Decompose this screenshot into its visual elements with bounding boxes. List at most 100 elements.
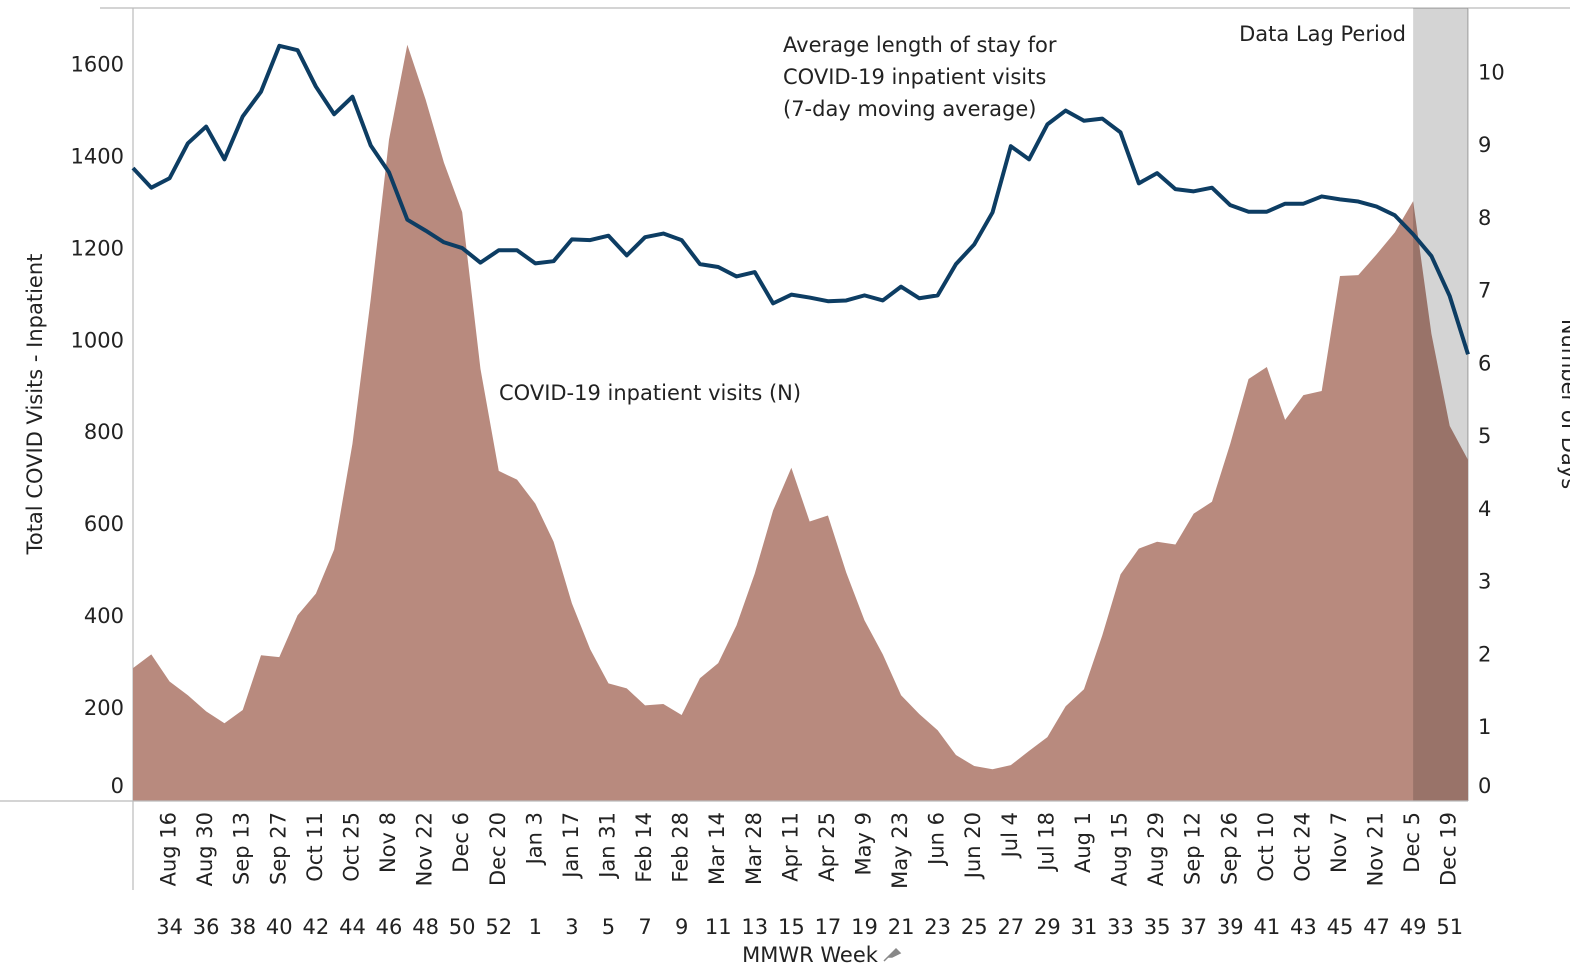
week-label: 13 [741,915,768,939]
x-tick-label: Oct 24 [1290,812,1314,882]
x-tick-label: Nov 22 [413,812,437,886]
x-tick-label: Aug 16 [157,812,181,886]
week-label: 17 [815,915,842,939]
y2-tick-label: 4 [1478,497,1491,521]
x-tick-label: Dec 5 [1400,812,1424,873]
week-label: 1 [529,915,542,939]
y2-tick-label: 9 [1478,133,1491,157]
x-tick-label: Jul 4 [998,812,1022,859]
y2-tick-label: 6 [1478,351,1491,375]
y-tick-label: 1200 [71,236,124,260]
x-axis-title: MMWR Week [742,943,879,966]
week-label: 23 [924,915,951,939]
x-tick-label: May 9 [852,812,876,875]
x-tick-label: Sep 27 [266,812,290,885]
week-label: 35 [1144,915,1171,939]
data-lag-label: Data Lag Period [1239,22,1406,46]
week-label: 5 [602,915,615,939]
x-tick-label: Jan 31 [595,812,619,880]
x-tick-label: Feb 14 [632,812,656,883]
week-label: 51 [1436,915,1463,939]
x-tick-label: Dec 19 [1437,812,1461,886]
week-label: 52 [485,915,512,939]
week-label: 45 [1327,915,1354,939]
series-annotation: COVID-19 inpatient visits (N) [499,381,801,405]
week-label: 19 [851,915,878,939]
week-label: 25 [961,915,988,939]
x-tick-label: Sep 13 [230,812,254,885]
x-tick-label: Nov 21 [1364,812,1388,886]
week-label: 42 [303,915,330,939]
week-label: 46 [376,915,403,939]
week-label: 44 [339,915,366,939]
series-annotation: Average length of stay for [783,33,1057,57]
x-tick-label: Jun 6 [925,812,949,867]
x-tick-label: Apr 25 [815,812,839,882]
x-tick-label: May 23 [888,812,912,889]
y-tick-label: 1600 [71,52,124,76]
x-tick-label: Feb 28 [669,812,693,883]
x-tick-label: Mar 14 [705,812,729,885]
week-label: 33 [1107,915,1134,939]
data-lag-shade [1413,8,1468,801]
week-label: 43 [1290,915,1317,939]
x-tick-label: Oct 25 [339,812,363,882]
x-tick-label: Jul 18 [1034,812,1058,873]
week-label: 21 [888,915,915,939]
y-axis-title: Total COVID Visits - Inpatient [23,254,47,556]
x-tick-label: Mar 28 [742,812,766,885]
week-label: 37 [1180,915,1207,939]
y2-tick-label: 5 [1478,424,1491,448]
x-tick-label: Jan 3 [522,812,546,866]
x-tick-label: Nov 7 [1327,812,1351,873]
x-tick-label: Aug 30 [193,812,217,886]
area [133,44,1468,802]
y2-tick-label: 8 [1478,206,1491,230]
pin-icon [883,947,902,962]
week-label: 36 [193,915,220,939]
week-label: 34 [156,915,183,939]
x-tick-label: Sep 26 [1217,812,1241,885]
y-tick-label: 400 [84,604,124,628]
y-tick-label: 0 [111,774,124,798]
y2-tick-label: 10 [1478,60,1505,84]
y-tick-label: 200 [84,696,124,720]
week-label: 11 [705,915,732,939]
week-label: 50 [449,915,476,939]
y2-tick-label: 3 [1478,570,1491,594]
line [131,43,1470,355]
x-tick-label: Jun 20 [961,812,985,880]
week-label: 31 [1071,915,1098,939]
x-tick-label: Oct 10 [1254,812,1278,882]
week-label: 41 [1253,915,1280,939]
week-label: 40 [266,915,293,939]
y-tick-label: 1000 [71,328,124,352]
x-tick-label: Aug 1 [1071,812,1095,873]
week-label: 9 [675,915,688,939]
x-tick-label: Aug 15 [1108,812,1132,886]
week-label: 38 [229,915,256,939]
x-tick-label: Oct 11 [303,812,327,882]
series-annotation: COVID-19 inpatient visits [783,65,1046,89]
y2-tick-label: 2 [1478,642,1491,666]
x-tick-label: Nov 8 [376,812,400,873]
y-tick-label: 800 [84,420,124,444]
x-tick-label: Apr 11 [778,812,802,882]
week-label: 7 [638,915,651,939]
week-label: 47 [1363,915,1390,939]
y2-tick-label: 7 [1478,279,1491,303]
y2-tick-label: 0 [1478,774,1491,798]
week-label: 49 [1400,915,1427,939]
y-tick-label: 600 [84,512,124,536]
x-tick-label: Dec 6 [449,812,473,873]
week-label: 3 [565,915,578,939]
x-tick-label: Sep 12 [1181,812,1205,885]
week-label: 48 [412,915,439,939]
week-label: 29 [1034,915,1061,939]
x-tick-label: Dec 20 [486,812,510,886]
week-label: 15 [778,915,805,939]
series-annotation: (7-day moving average) [783,97,1036,121]
week-label: 27 [997,915,1024,939]
x-tick-label: Jan 17 [559,812,583,880]
